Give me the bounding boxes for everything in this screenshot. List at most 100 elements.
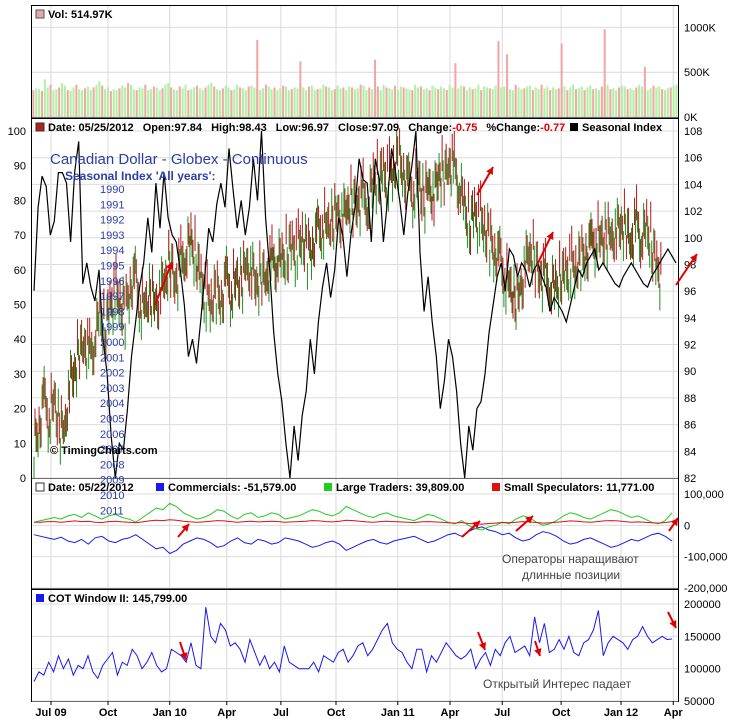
volume-bar: [305, 90, 308, 117]
volume-bar: [359, 84, 362, 117]
volume-bar: [35, 88, 38, 117]
volume-bar: [549, 90, 552, 117]
volume-bar: [592, 89, 595, 117]
volume-bar: [595, 88, 598, 117]
arrow-head: [670, 518, 678, 526]
copyright-label: © TimingCharts.com: [50, 445, 158, 457]
volume-bar: [98, 81, 101, 117]
volume-bar: [534, 87, 537, 117]
volume-bar: [32, 90, 35, 117]
annotation-arrow: [177, 523, 190, 538]
volume-bar: [554, 89, 557, 117]
volume-bar: [296, 88, 299, 117]
price-left-tick: 90: [14, 161, 26, 173]
price-header-low: Low:96.97: [276, 122, 329, 134]
volume-bar: [198, 88, 201, 117]
volume-bar: [293, 87, 296, 117]
volume-bar: [632, 90, 635, 117]
volume-bar: [213, 86, 216, 117]
volume-bar: [572, 84, 575, 117]
volume-bar: [325, 86, 328, 117]
price-right-tick: 108: [684, 126, 702, 138]
price-right-tick: 90: [684, 366, 696, 378]
volume-bar: [365, 90, 368, 117]
volume-bar: [342, 87, 345, 117]
volume-bar: [92, 87, 95, 117]
cot-y-tick: 100,000: [684, 489, 724, 501]
annotation-arrow: [154, 261, 173, 306]
volume-bar: [425, 88, 428, 117]
volume-bar: [666, 88, 669, 117]
volume-bar: [474, 88, 477, 117]
seasonal-year-item: 1990: [100, 184, 124, 196]
seasonal-year-item: 1993: [100, 230, 124, 242]
cot-header-small: Small Speculators: 11,771.00: [504, 482, 654, 494]
volume-bar: [322, 84, 325, 117]
volume-bar: [78, 89, 81, 117]
cot-series-line: [33, 526, 673, 555]
volume-bar: [477, 84, 480, 117]
chart-subtitle: Seasonal Index 'All years':: [65, 169, 215, 183]
x-tick-label: Apr: [441, 707, 461, 719]
arrow-head: [546, 232, 554, 240]
volume-bar: [155, 87, 158, 117]
cot-y-tick: -200,000: [684, 583, 727, 595]
volume-bar: [411, 90, 414, 117]
volume-bar: [46, 87, 49, 117]
price-left-tick: 60: [14, 265, 26, 277]
volume-bar: [336, 85, 339, 117]
volume-bar: [597, 90, 600, 117]
price-header-pct: -0.77: [540, 122, 565, 134]
volume-bar: [247, 86, 250, 117]
volume-bar: [40, 91, 43, 117]
cot-series-line: [34, 519, 673, 525]
annotation-arrow: [515, 515, 534, 532]
seasonal-year-item: 2002: [100, 368, 124, 380]
volume-bar-high: [454, 63, 457, 117]
volume-bar: [675, 84, 678, 117]
seasonal-legend-swatch: [570, 123, 578, 131]
volume-bar: [144, 84, 147, 117]
cot-header-large: Large Traders: 39,809.00: [336, 482, 464, 494]
volume-bar: [485, 87, 489, 117]
price-header-change: -0.75: [452, 122, 477, 134]
x-tick-label: Jul 09: [35, 707, 66, 719]
seasonal-year-item: 1996: [100, 276, 124, 288]
volume-bar: [431, 85, 434, 117]
cot-date-swatch: [35, 482, 45, 492]
volume-bar: [626, 89, 629, 117]
volume-bar: [279, 88, 282, 117]
volume-bar: [615, 90, 618, 117]
volume-bar: [227, 87, 230, 117]
volume-bar: [106, 87, 110, 117]
volume-bar: [190, 89, 193, 117]
volume-bar: [55, 89, 58, 117]
volume-bar: [218, 90, 221, 117]
arrow-head: [486, 167, 493, 175]
price-right-tick: 82: [684, 473, 696, 485]
volume-y-tick: 0K: [684, 112, 698, 124]
volume-bar: [273, 87, 276, 117]
volume-bar: [164, 84, 167, 117]
volume-bar: [618, 87, 621, 117]
price-legend-swatch: [35, 122, 45, 132]
volume-bar: [658, 86, 661, 117]
volume-bar: [270, 89, 273, 117]
large-traders-swatch: [324, 483, 332, 491]
volume-bar: [600, 86, 603, 117]
volume-bar: [612, 88, 615, 117]
volume-bar: [640, 86, 644, 117]
volume-bar: [523, 88, 526, 117]
volume-bar: [328, 87, 331, 117]
arrow-head: [180, 652, 188, 660]
volume-bar: [574, 89, 578, 117]
volume-bar: [629, 88, 632, 117]
volume-y-tick: 500K: [684, 67, 710, 79]
volume-bar: [589, 85, 592, 117]
volume-bar: [491, 89, 494, 117]
annotation-arrow: [534, 640, 542, 657]
arrow-head: [525, 516, 533, 524]
x-tick-label: Jan 10: [153, 707, 187, 719]
volume-bar-high: [643, 66, 646, 117]
seasonal-year-item: 2009: [100, 475, 124, 487]
